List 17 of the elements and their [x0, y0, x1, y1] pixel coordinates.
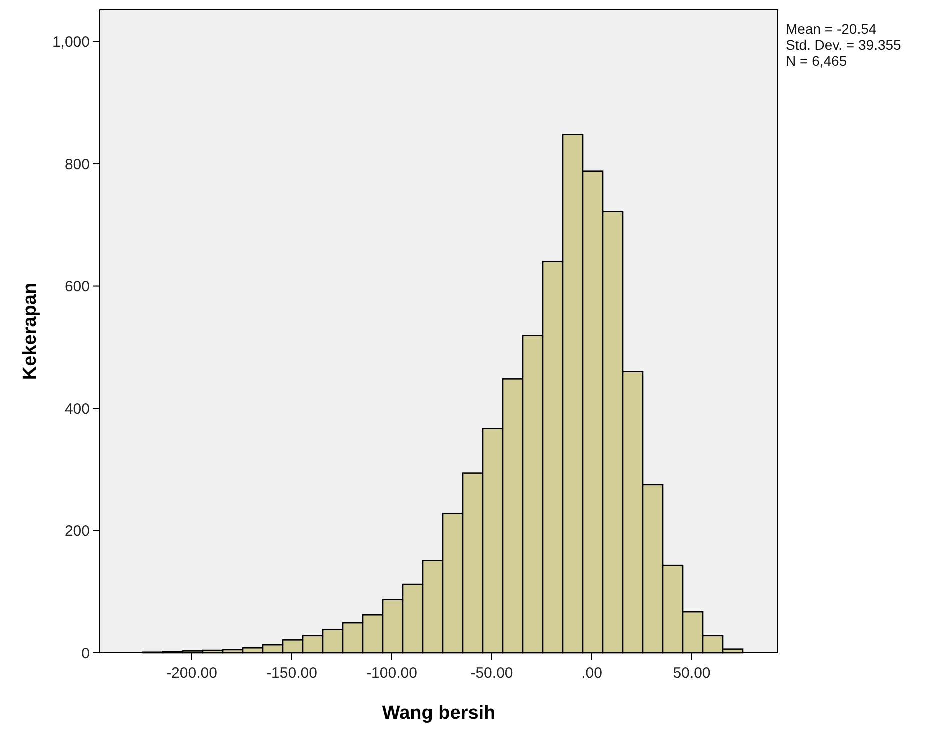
x-axis-title: Wang bersih	[382, 703, 496, 724]
text: Std. Dev. = 39.355	[786, 37, 902, 53]
x-tick-label: 50.00	[673, 665, 711, 682]
y-tick-label: 200	[64, 523, 90, 540]
text: N = 6,465	[786, 53, 848, 69]
y-tick-label: 600	[64, 278, 90, 296]
text: Mean = -20.54	[786, 21, 877, 37]
x-tick-label: .00	[582, 665, 602, 682]
x-tick-label: -50.00	[470, 665, 514, 682]
y-tick-label: 400	[64, 400, 90, 418]
y-tick-label: 800	[64, 156, 90, 174]
x-tick-label: -200.00	[166, 665, 218, 682]
x-tick-label: -150.00	[266, 665, 318, 682]
y-tick-label: 1,000	[52, 34, 90, 52]
y-axis-title: Kekerapan	[20, 282, 41, 380]
x-tick-label: -100.00	[366, 665, 418, 682]
y-tick-label: 0	[82, 645, 90, 662]
